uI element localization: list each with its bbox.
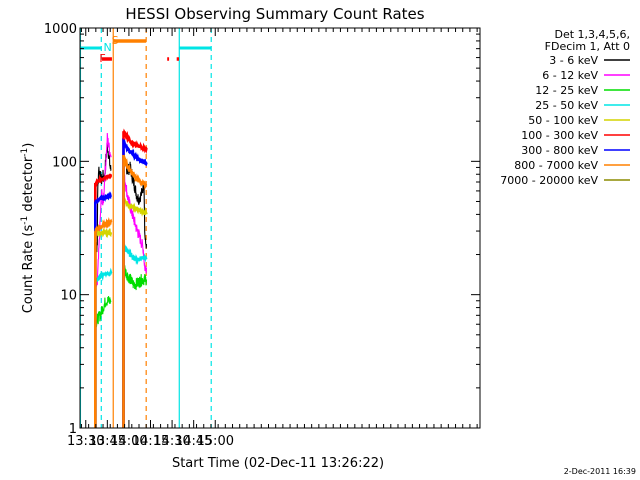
- series-line-6-12-kev: [94, 132, 112, 428]
- x-tick-label: 14:45: [175, 434, 212, 449]
- legend-header: Det 1,3,4,5,6,: [554, 28, 630, 41]
- y-tick-label: 1000: [44, 22, 77, 37]
- legend-header: FDecim 1, Att 0: [545, 40, 630, 53]
- y-axis-label-superscript: -1: [20, 216, 30, 225]
- series-line-25-50-kev: [122, 242, 148, 428]
- saa-flag-label: S: [112, 34, 119, 47]
- series-line-300-800-kev: [94, 191, 112, 428]
- y-axis-label-part: Count Rate (s: [21, 225, 36, 314]
- series-line-3-6-kev: [122, 158, 148, 428]
- series-line-100-300-kev: [94, 173, 113, 428]
- series-line-6-12-kev: [122, 174, 148, 428]
- x-axis-label: Start Time (02-Dec-11 13:26:22): [172, 456, 384, 471]
- night-flag-label: N: [103, 41, 111, 54]
- series-line-300-800-kev: [122, 138, 148, 428]
- series-line-50-100-kev: [94, 227, 113, 428]
- legend-entry-label: 6 - 12 keV: [542, 69, 598, 82]
- legend-entry-label: 50 - 100 keV: [528, 114, 598, 127]
- x-tick-label: 14:15: [132, 434, 169, 449]
- x-tick-label: 14:30: [153, 434, 190, 449]
- y-axis-label-part: ): [21, 143, 36, 148]
- y-axis-label-superscript: -1: [20, 148, 30, 157]
- y-axis-label: Count Rate (s-1 detector-1): [20, 143, 36, 314]
- series-line-100-300-kev: [122, 128, 148, 428]
- legend-entry-label: 100 - 300 keV: [521, 129, 598, 142]
- series-line-12-25-kev: [122, 259, 148, 428]
- series-line-3-6-kev: [94, 144, 112, 428]
- legend-entry-label: 800 - 7000 keV: [514, 159, 598, 172]
- legend-entry-label: 300 - 800 keV: [521, 144, 598, 157]
- legend-entry-label: 25 - 50 keV: [535, 99, 598, 112]
- series-line-800-7000-kev: [122, 154, 148, 428]
- y-tick-label: 1: [69, 422, 77, 437]
- x-tick-label: 15:00: [197, 434, 234, 449]
- plot-frame: [79, 27, 481, 429]
- y-tick-label: 10: [60, 289, 77, 304]
- legend-entry-label: 3 - 6 keV: [549, 54, 598, 67]
- chart-title: HESSI Observing Summary Count Rates: [125, 5, 424, 23]
- plot-timestamp: 2-Dec-2011 16:39: [564, 467, 636, 476]
- legend: Det 1,3,4,5,6,FDecim 1, Att 03 - 6 keV 6 …: [500, 28, 630, 187]
- y-axis-label-part: detector: [21, 156, 36, 216]
- flare-flag-label: F: [99, 52, 105, 65]
- x-tick-label: 13:45: [89, 434, 126, 449]
- series-line-12-25-kev: [94, 296, 112, 428]
- y-tick-label: 100: [52, 155, 77, 170]
- series-line-25-50-kev: [94, 267, 113, 428]
- legend-entry-label: 7000 - 20000 keV: [500, 174, 598, 187]
- legend-entry-label: 12 - 25 keV: [535, 84, 598, 97]
- series-line-50-100-kev: [122, 197, 148, 428]
- series-line-800-7000-kev: [94, 216, 113, 428]
- x-tick-label: 13:30: [67, 434, 104, 449]
- x-tick-label: 14:00: [110, 434, 147, 449]
